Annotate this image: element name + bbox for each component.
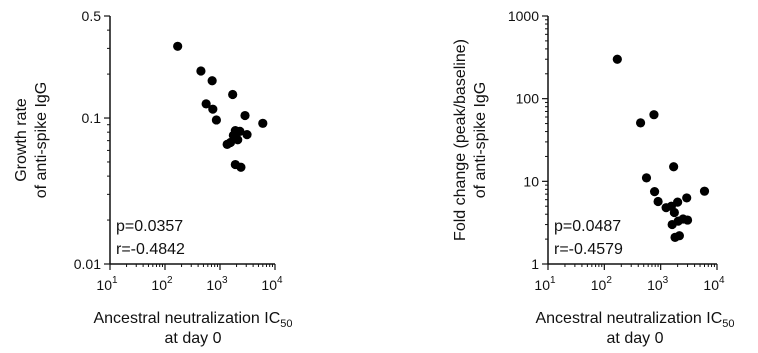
fold-change-x-tick-label: 104 (703, 275, 725, 293)
fold-change-data-point (649, 187, 660, 197)
fold-change-x-ticks: 101 102 103 104 (534, 264, 725, 293)
growth-rate-r-value: r=-0.4842 (116, 241, 185, 258)
fold-change-data-point (682, 215, 693, 225)
growth-rate-data-point (196, 66, 206, 76)
fold-change-y-label-line1: Fold change (peak/baseline) (452, 39, 469, 241)
fold-change-panel: 1 10 100 1000 101 102 103 104 p=0.0487 r=-0.45… (452, 8, 735, 347)
growth-rate-data-point (233, 135, 243, 145)
growth-rate-data-point (240, 110, 250, 121)
fold-change-axes (547, 16, 717, 265)
growth-rate-x-label-main: Ancestral neutralization IC (93, 310, 280, 327)
growth-rate-p-value: p=0.0357 (116, 218, 183, 235)
growth-rate-x-tick-label: 103 (206, 275, 228, 293)
growth-rate-y-tick-label: 0.01 (74, 256, 101, 272)
fold-change-y-tick-label: 100 (516, 91, 540, 107)
fold-change-data-point (682, 193, 692, 203)
growth-rate-x-tick-label: 102 (151, 275, 173, 293)
fold-change-data-point (674, 231, 684, 241)
growth-rate-data-point (228, 89, 238, 100)
fold-change-data-point (612, 54, 622, 64)
growth-rate-y-label-line2: of anti-spike IgG (33, 82, 50, 199)
growth-rate-axes (109, 16, 275, 265)
fold-change-data-point (699, 186, 710, 196)
fold-change-x-label-line2: at day 0 (607, 330, 664, 347)
growth-rate-x-label-line2: at day 0 (165, 330, 222, 347)
growth-rate-x-label-line1: Ancestral neutralization IC50 (93, 310, 292, 330)
fold-change-y-label-line2: of anti-spike IgG (472, 82, 489, 199)
fold-change-data-point (635, 118, 646, 128)
growth-rate-y-label-line1: Growth rate (13, 98, 30, 182)
growth-rate-x-ticks: 101 102 103 104 (96, 264, 283, 293)
growth-rate-x-label-sub: 50 (280, 318, 292, 330)
growth-rate-data-point (207, 76, 217, 86)
fold-change-x-label-line1: Ancestral neutralization IC50 (535, 310, 734, 330)
fold-change-data-point (669, 162, 679, 172)
fold-change-data-point (673, 197, 683, 207)
growth-rate-y-ticks: 0.01 0.1 0.5 (74, 8, 110, 272)
fold-change-x-tick-label: 101 (534, 275, 556, 293)
growth-rate-x-tick-label: 104 (261, 275, 283, 293)
fold-change-data-point (641, 173, 652, 183)
growth-rate-panel: 0.01 0.1 0.5 101 102 103 104 p=0.0357 r=-0.48… (13, 8, 293, 347)
fold-change-y-ticks: 1 10 100 1000 (508, 8, 548, 272)
fold-change-y-tick-label: 1000 (508, 8, 539, 24)
fold-change-r-value: r=-0.4579 (554, 241, 623, 258)
fold-change-x-tick-label: 103 (647, 275, 669, 293)
fold-change-y-tick-label: 10 (523, 173, 539, 189)
fold-change-y-tick-label: 1 (531, 256, 539, 272)
growth-rate-x-tick-label: 101 (96, 275, 118, 293)
fold-change-points (612, 54, 710, 242)
growth-rate-data-point (235, 126, 245, 136)
growth-rate-y-tick-label: 0.5 (82, 8, 102, 24)
growth-rate-data-point (201, 99, 211, 109)
growth-rate-data-point (173, 41, 183, 51)
fold-change-x-label-main: Ancestral neutralization IC (535, 310, 722, 327)
fold-change-data-point (649, 110, 659, 120)
fold-change-data-point (653, 196, 663, 207)
fold-change-x-label-sub: 50 (722, 318, 734, 330)
growth-rate-data-point (225, 137, 236, 148)
growth-rate-data-point (236, 162, 246, 172)
fold-change-data-point (669, 207, 679, 218)
growth-rate-data-point (258, 118, 268, 128)
fold-change-x-tick-label: 102 (591, 275, 613, 293)
fold-change-p-value: p=0.0487 (554, 218, 621, 235)
growth-rate-data-point (208, 104, 218, 114)
growth-rate-data-point (211, 115, 221, 125)
growth-rate-y-tick-label: 0.1 (82, 110, 102, 126)
growth-rate-points (173, 41, 268, 172)
growth-rate-data-point (242, 129, 252, 140)
